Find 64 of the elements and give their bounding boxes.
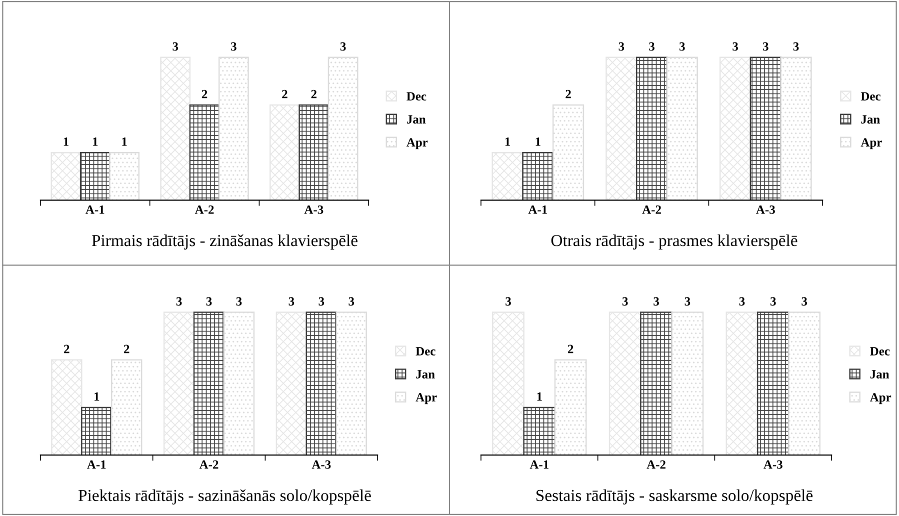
data-label: 3 bbox=[770, 297, 776, 306]
x-tick-label: A-3 bbox=[756, 205, 775, 214]
data-label: 3 bbox=[231, 42, 236, 51]
data-label: 3 bbox=[684, 297, 690, 306]
legend-label: Dec bbox=[870, 347, 890, 356]
x-tick-label: A-1 bbox=[528, 205, 547, 214]
legend-label: Apr bbox=[416, 393, 437, 404]
data-label: 3 bbox=[739, 297, 745, 306]
data-label: 3 bbox=[732, 42, 738, 51]
text: Piektais rādītājs - sazināšanās solo/kopspēlē bbox=[78, 489, 371, 504]
data-label: 3 bbox=[176, 297, 182, 306]
data-label: 2 bbox=[64, 344, 70, 354]
legend-label: Apr bbox=[406, 138, 428, 150]
data-label: 2 bbox=[311, 90, 316, 98]
data-label: 1 bbox=[536, 138, 540, 146]
legend-label: Dec bbox=[406, 92, 426, 101]
data-label: 3 bbox=[340, 42, 346, 51]
data-label: 3 bbox=[762, 42, 768, 51]
text: Sestais rādītājs - saskarsme solo/kopspēlē bbox=[536, 489, 813, 504]
data-label: 3 bbox=[654, 297, 659, 306]
data-label: 3 bbox=[206, 297, 212, 306]
x-tick-label: A-1 bbox=[87, 460, 106, 469]
text: Otrais rādītājs - prasmes klavierspēlē bbox=[551, 234, 798, 250]
data-label: 3 bbox=[679, 42, 685, 51]
data-label: 3 bbox=[802, 297, 808, 306]
data-label: 3 bbox=[793, 42, 799, 51]
data-label: 2 bbox=[124, 344, 130, 354]
legend-label: Apr bbox=[860, 138, 882, 150]
data-label: 3 bbox=[618, 42, 624, 51]
text: Pirmais rādītājs - zināšanas klavierspēlē bbox=[92, 234, 358, 250]
legend-label: Dec bbox=[416, 347, 436, 356]
data-label: 1 bbox=[537, 392, 542, 401]
x-tick-label: A-3 bbox=[764, 460, 782, 469]
data-label: 3 bbox=[172, 42, 178, 51]
data-label: 1 bbox=[93, 138, 98, 146]
data-label: 2 bbox=[282, 90, 288, 98]
data-label: 3 bbox=[318, 297, 324, 306]
legend-label: Jan bbox=[870, 370, 890, 378]
x-tick-label: A-1 bbox=[86, 205, 104, 214]
data-label: 3 bbox=[348, 297, 354, 306]
legend-label: Apr bbox=[870, 393, 892, 404]
data-label: 2 bbox=[568, 344, 574, 354]
data-label: 3 bbox=[236, 297, 242, 306]
x-tick-label: A-2 bbox=[194, 205, 214, 214]
data-label: 2 bbox=[202, 90, 208, 98]
data-label: 1 bbox=[505, 138, 510, 146]
data-label: 3 bbox=[622, 297, 628, 306]
data-label: 3 bbox=[288, 297, 294, 306]
x-tick-label: A-1 bbox=[530, 460, 548, 469]
legend-label: Dec bbox=[860, 92, 880, 101]
data-label: 1 bbox=[64, 138, 68, 146]
data-label: 3 bbox=[649, 42, 654, 51]
data-label: 2 bbox=[566, 90, 571, 98]
legend-label: Jan bbox=[406, 115, 426, 124]
data-label: 1 bbox=[122, 138, 127, 146]
x-tick-label: A-2 bbox=[199, 460, 218, 469]
legend-label: Jan bbox=[416, 370, 435, 378]
legend-label: Jan bbox=[861, 115, 880, 124]
data-label: 3 bbox=[506, 297, 511, 306]
x-tick-label: A-3 bbox=[312, 460, 331, 469]
x-tick-label: A-3 bbox=[304, 205, 324, 214]
x-tick-label: A-2 bbox=[646, 460, 666, 469]
data-label: 1 bbox=[94, 392, 100, 401]
x-tick-label: A-2 bbox=[642, 205, 661, 214]
